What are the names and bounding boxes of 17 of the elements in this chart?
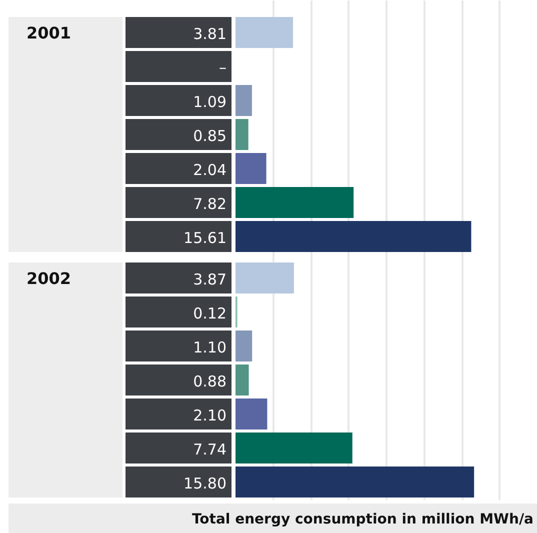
y-tick-label: 2002: [26, 268, 72, 288]
data-label: 3.87: [193, 270, 227, 288]
data-label: 1.09: [193, 93, 227, 112]
data-label: 3.81: [193, 25, 227, 44]
text: –: [219, 58, 226, 77]
data-label: 2.04: [193, 161, 227, 180]
x-axis-title: Total energy consumption in million MWh/a: [192, 512, 534, 528]
data-label: 1.10: [193, 338, 227, 356]
data-label: 0.12: [193, 304, 227, 322]
data-label: 15.80: [184, 474, 227, 492]
data-label: 15.61: [184, 229, 227, 248]
data-label: 7.82: [193, 195, 227, 214]
data-label: 0.88: [193, 372, 227, 390]
data-label: 2.10: [193, 406, 227, 424]
y-tick-label: 2001: [26, 24, 72, 42]
data-label: 0.85: [193, 127, 227, 146]
data-label: 7.74: [193, 440, 227, 458]
